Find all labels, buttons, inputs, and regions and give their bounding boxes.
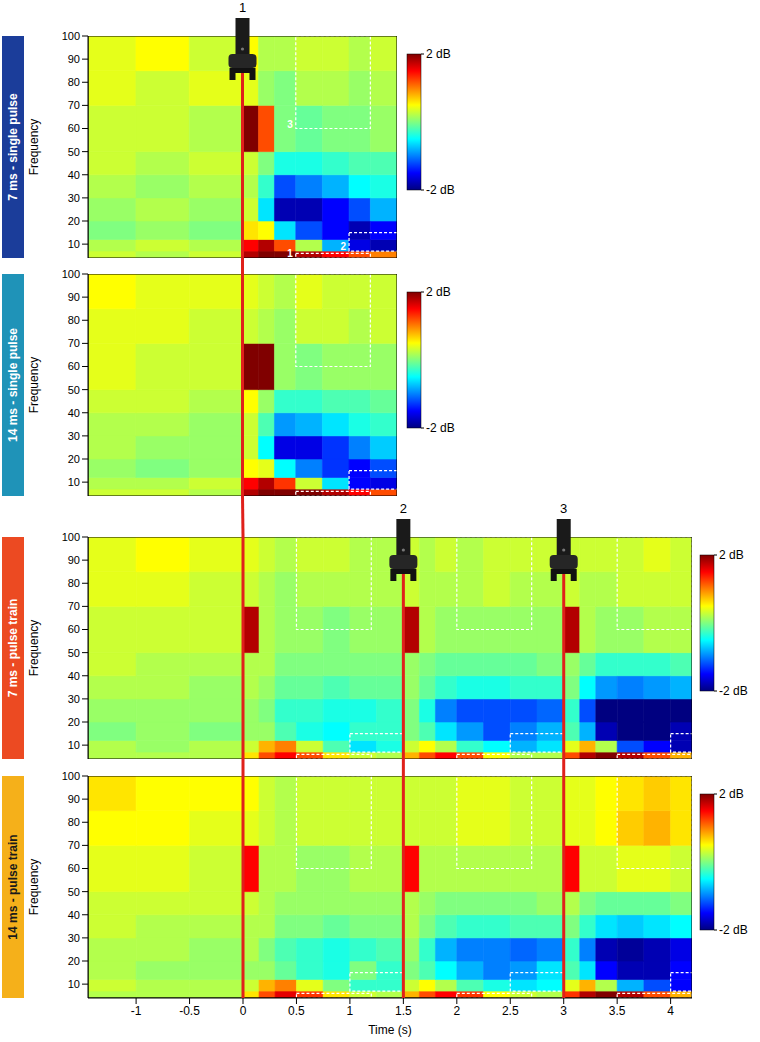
svg-text:7 ms - pulse train: 7 ms - pulse train: [6, 599, 20, 698]
svg-text:1: 1: [287, 248, 293, 259]
svg-text:3: 3: [287, 119, 293, 130]
svg-text:60: 60: [68, 122, 80, 134]
svg-text:2: 2: [340, 241, 346, 252]
svg-text:10: 10: [68, 238, 80, 250]
svg-text:90: 90: [68, 554, 80, 566]
svg-text:40: 40: [68, 670, 80, 682]
svg-text:50: 50: [68, 384, 80, 396]
svg-text:-2 dB: -2 dB: [719, 923, 748, 937]
svg-text:30: 30: [68, 430, 80, 442]
svg-text:Frequency: Frequency: [28, 357, 41, 414]
svg-text:4: 4: [667, 1004, 674, 1018]
svg-text:2 dB: 2 dB: [426, 47, 451, 61]
svg-text:3.5: 3.5: [609, 1004, 626, 1018]
svg-text:2: 2: [453, 1004, 460, 1018]
svg-text:90: 90: [68, 291, 80, 303]
svg-text:100: 100: [62, 771, 80, 782]
svg-text:1: 1: [239, 0, 246, 15]
svg-text:-1: -1: [131, 1004, 142, 1018]
svg-text:10: 10: [68, 978, 80, 990]
svg-text:10: 10: [68, 739, 80, 751]
svg-text:60: 60: [68, 360, 80, 372]
svg-text:0: 0: [240, 1004, 247, 1018]
svg-text:50: 50: [68, 886, 80, 898]
svg-text:100: 100: [62, 269, 80, 280]
svg-text:30: 30: [68, 932, 80, 944]
svg-text:90: 90: [68, 793, 80, 805]
svg-text:-2 dB: -2 dB: [426, 183, 455, 197]
svg-text:80: 80: [68, 816, 80, 828]
svg-text:Time (s): Time (s): [368, 1023, 412, 1037]
svg-text:20: 20: [68, 215, 80, 227]
svg-text:70: 70: [68, 600, 80, 612]
svg-text:60: 60: [68, 623, 80, 635]
svg-text:90: 90: [68, 53, 80, 65]
svg-text:-2 dB: -2 dB: [426, 421, 455, 435]
svg-text:1: 1: [347, 1004, 354, 1018]
svg-text:Frequency: Frequency: [28, 620, 41, 677]
svg-text:70: 70: [68, 839, 80, 851]
svg-text:3: 3: [560, 501, 567, 516]
svg-text:20: 20: [68, 453, 80, 465]
svg-text:Frequency: Frequency: [28, 859, 41, 916]
svg-text:10: 10: [68, 476, 80, 488]
svg-text:80: 80: [68, 314, 80, 326]
svg-text:1.5: 1.5: [395, 1004, 412, 1018]
svg-text:100: 100: [62, 31, 80, 42]
svg-text:14 ms - single pulse: 14 ms - single pulse: [6, 328, 20, 442]
svg-text:80: 80: [68, 76, 80, 88]
svg-text:40: 40: [68, 909, 80, 921]
svg-text:-2 dB: -2 dB: [719, 684, 748, 698]
svg-text:7 ms - single pulse: 7 ms - single pulse: [6, 93, 20, 201]
svg-text:60: 60: [68, 862, 80, 874]
svg-text:3: 3: [560, 1004, 567, 1018]
svg-text:50: 50: [68, 647, 80, 659]
svg-text:40: 40: [68, 407, 80, 419]
svg-text:30: 30: [68, 693, 80, 705]
svg-text:20: 20: [68, 716, 80, 728]
svg-text:70: 70: [68, 337, 80, 349]
svg-text:70: 70: [68, 99, 80, 111]
svg-text:-0.5: -0.5: [179, 1004, 200, 1018]
svg-text:2.5: 2.5: [502, 1004, 519, 1018]
svg-text:14 ms - pulse train: 14 ms - pulse train: [6, 834, 20, 939]
svg-text:2 dB: 2 dB: [719, 787, 744, 801]
svg-text:2 dB: 2 dB: [426, 285, 451, 299]
svg-text:40: 40: [68, 169, 80, 181]
svg-text:Frequency: Frequency: [28, 119, 41, 176]
svg-text:100: 100: [62, 532, 80, 543]
svg-text:0.5: 0.5: [288, 1004, 305, 1018]
svg-text:2 dB: 2 dB: [719, 548, 744, 562]
svg-text:80: 80: [68, 577, 80, 589]
svg-text:20: 20: [68, 955, 80, 967]
svg-text:2: 2: [400, 501, 407, 516]
svg-text:30: 30: [68, 192, 80, 204]
svg-text:50: 50: [68, 146, 80, 158]
